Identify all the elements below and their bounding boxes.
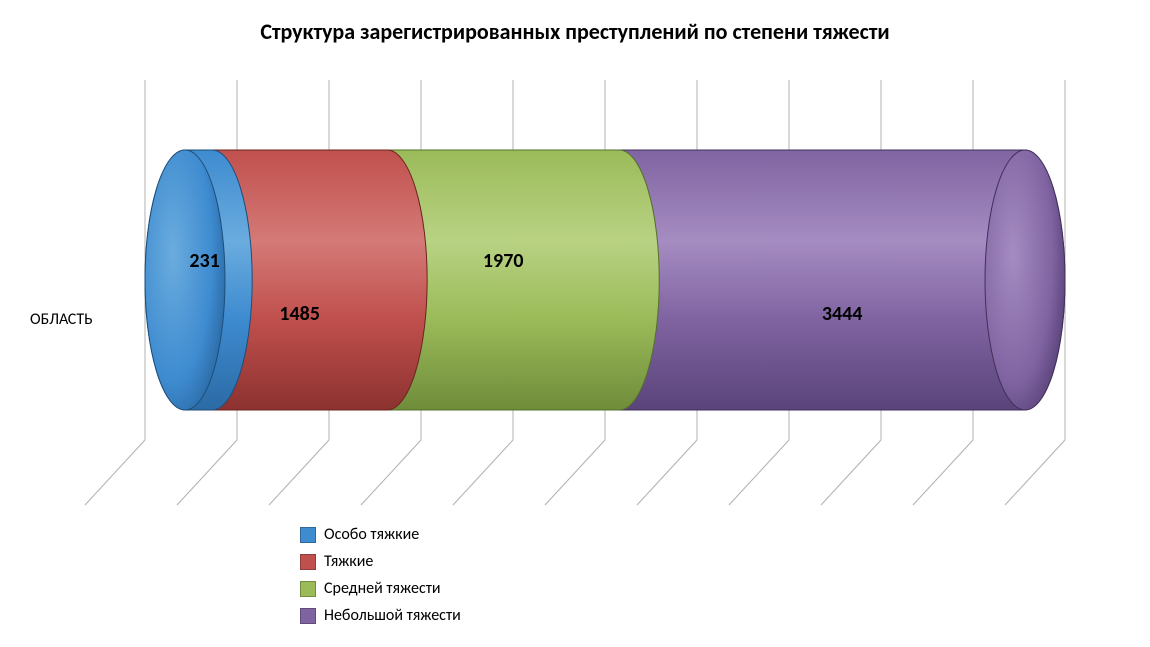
legend-label: Средней тяжести: [324, 579, 441, 598]
bar-endcap-right: [985, 150, 1065, 410]
legend-label: Небольшой тяжести: [324, 606, 461, 625]
bar-endcap-left: [145, 150, 225, 410]
legend-item: Тяжкие: [300, 552, 461, 571]
legend-swatch: [300, 608, 316, 624]
legend-swatch: [300, 581, 316, 597]
data-label: 1970: [483, 249, 524, 273]
chart-plot: 231 1485 1970 3444: [0, 0, 1150, 647]
category-label: ОБЛАСТЬ: [30, 310, 93, 329]
data-label: 3444: [822, 302, 863, 326]
legend-label: Особо тяжкие: [324, 525, 419, 544]
legend: Особо тяжкие Тяжкие Средней тяжести Небольш…: [300, 525, 461, 633]
data-label: 1485: [279, 302, 320, 326]
legend-label: Тяжкие: [324, 552, 373, 571]
legend-item: Особо тяжкие: [300, 525, 461, 544]
legend-swatch: [300, 554, 316, 570]
data-label: 231: [189, 249, 219, 273]
legend-swatch: [300, 527, 316, 543]
legend-item: Небольшой тяжести: [300, 606, 461, 625]
legend-item: Средней тяжести: [300, 579, 461, 598]
